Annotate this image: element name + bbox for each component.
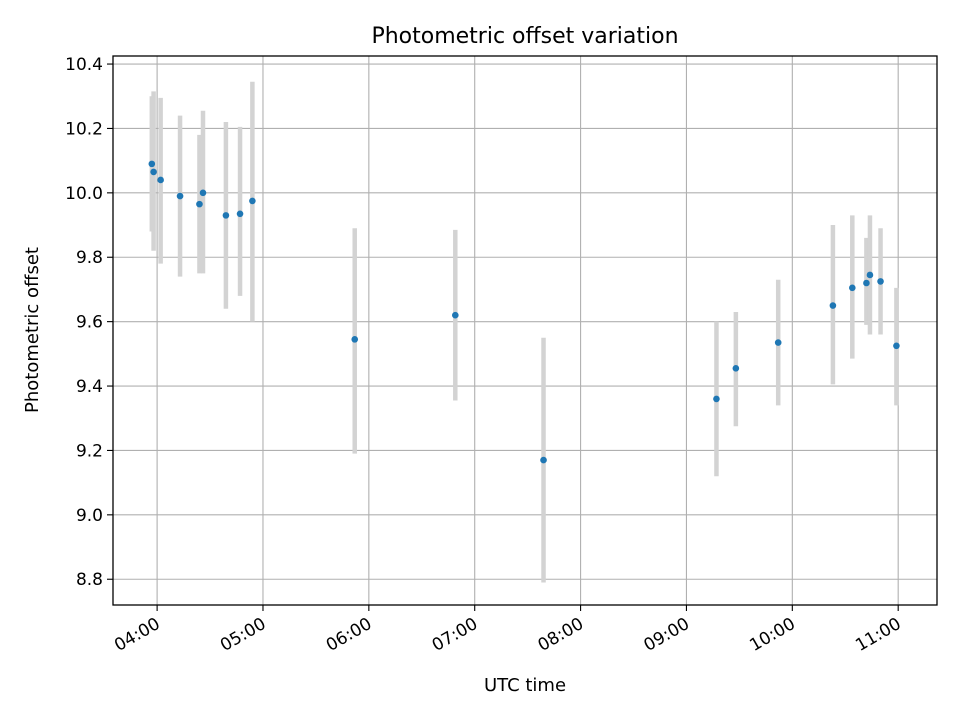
plot-frame: [112, 55, 938, 606]
data-point: [863, 279, 870, 287]
y-tick-label: 9.0: [76, 506, 103, 526]
data-point: [236, 210, 244, 218]
chart-title: Photometric offset variation: [371, 24, 678, 49]
data-point: [148, 160, 156, 168]
data-point: [351, 336, 359, 343]
grid: [113, 56, 937, 605]
data-point: [176, 192, 184, 200]
y-tick-label: 10.4: [65, 55, 103, 75]
data-point: [222, 212, 230, 219]
data-point: [849, 284, 856, 292]
data-point: [893, 342, 900, 350]
y-tick-label: 9.2: [76, 441, 103, 461]
data-points: [148, 160, 900, 464]
data-point: [540, 456, 547, 464]
y-axis-label: Photometric offset: [22, 247, 43, 413]
y-tick-label: 10.0: [65, 184, 103, 204]
data-point: [249, 197, 256, 205]
data-point: [452, 311, 459, 319]
data-point: [732, 365, 740, 372]
data-point: [199, 189, 207, 197]
data-point: [877, 278, 884, 285]
x-axis-label: UTC time: [484, 675, 566, 696]
y-tick-label: 9.4: [76, 377, 103, 397]
y-tick-label: 8.8: [76, 570, 103, 590]
data-point: [157, 176, 164, 184]
data-point: [829, 302, 837, 309]
data-point: [713, 395, 720, 403]
data-point: [774, 339, 782, 346]
data-point: [150, 168, 157, 176]
y-tick-label: 9.6: [76, 313, 103, 333]
y-tick-label: 10.2: [65, 119, 103, 139]
y-tick-label: 9.8: [76, 248, 103, 268]
data-point: [866, 271, 874, 279]
data-point: [196, 200, 203, 208]
